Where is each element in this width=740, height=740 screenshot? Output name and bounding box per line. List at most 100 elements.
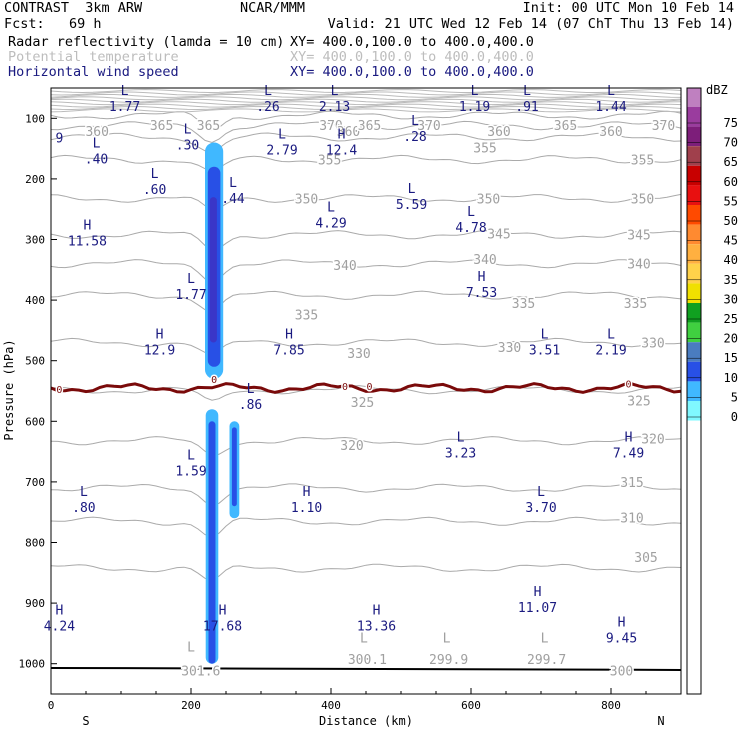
theta-extremum-marker: L — [541, 631, 549, 646]
wind-extremum-marker: L — [408, 182, 416, 197]
theta-contour-315 — [50, 483, 682, 507]
wind-extremum-marker: H — [534, 585, 542, 600]
wind-extremum-marker: H — [373, 603, 381, 618]
freezing-level-label: 0 — [56, 385, 62, 396]
theta-contour-upper — [50, 93, 682, 98]
valid-time: Valid: 21 UTC Wed 12 Feb 14 (07 ChT Thu … — [327, 16, 734, 32]
wind-extremum-value: 12.9 — [144, 344, 175, 359]
colorbar-label: 15 — [724, 351, 738, 365]
theta-label: 355 — [473, 141, 496, 156]
theta-label: 330 — [641, 337, 664, 352]
wind-extremum-marker: L — [411, 114, 419, 129]
colorbar-label: 20 — [724, 332, 738, 346]
wind-extremum-value: 3.70 — [525, 501, 556, 516]
theta-contour-365 — [50, 120, 682, 144]
wind-extremum-value: 1.10 — [291, 501, 322, 516]
wind-extremum-value: 17.68 — [203, 619, 242, 634]
x-end-label-south: S — [82, 714, 89, 728]
theta-label: 305 — [634, 551, 657, 566]
colorbar-swatch — [687, 401, 701, 421]
theta-label: 320 — [340, 439, 363, 454]
y-tick-label: 700 — [25, 476, 45, 489]
theta-label: 315 — [620, 476, 643, 491]
wind-extremum-marker: H — [55, 603, 63, 618]
theta-label: 370 — [319, 119, 342, 134]
theta-contour-upper — [50, 91, 682, 96]
wind-extremum-marker: L — [523, 84, 531, 99]
wind-extremum-marker: L — [467, 205, 475, 220]
x-end-label-north: N — [657, 714, 664, 728]
wind-extremum-marker: L — [471, 84, 479, 99]
theta-label: 330 — [347, 347, 370, 362]
theta-contour-370 — [50, 110, 682, 131]
wind-extremum-value: 1.44 — [595, 100, 626, 115]
theta-label: 350 — [631, 192, 654, 207]
init-time: Init: 00 UTC Mon 10 Feb 14 — [522, 0, 734, 16]
wind-extremum-value: 13.36 — [357, 619, 396, 634]
colorbar-swatch — [687, 342, 701, 362]
theta-label: 325 — [627, 395, 650, 410]
freezing-level-label: 0 — [342, 382, 348, 393]
colorbar-label: 75 — [724, 116, 738, 130]
colorbar-label: 60 — [724, 175, 738, 189]
wind-extremum-value: .28 — [403, 130, 426, 145]
theta-label: 355 — [631, 154, 654, 169]
colorbar-label: 10 — [724, 371, 738, 385]
wind-extremum-marker: L — [80, 485, 88, 500]
wind-extremum-value: 2.79 — [266, 144, 297, 159]
wind-extremum-value: .86 — [239, 398, 262, 413]
wind-extremum-value: 12.4 — [326, 144, 357, 159]
wind-extremum-marker: H — [478, 270, 486, 285]
wind-extremum-value: 4.24 — [44, 619, 75, 634]
institution-label: NCAR/MMM — [240, 0, 306, 16]
colorbar-label: 40 — [724, 253, 738, 267]
wind-extremum-value: 7.85 — [273, 344, 304, 359]
colorbar-swatch — [687, 361, 701, 382]
theta-label: 301.6 — [181, 664, 220, 679]
theta-contour-upper — [50, 96, 682, 101]
wind-extremum-marker: H — [303, 485, 311, 500]
wind-extremum-marker: L — [541, 328, 549, 343]
theta-label: 320 — [641, 432, 664, 447]
wind-extremum-value: 9.45 — [606, 631, 637, 646]
wind-extremum-value: 3.51 — [529, 344, 560, 359]
theta-label: 300 — [610, 664, 633, 679]
theta-label: 360 — [337, 125, 360, 140]
theta-label: 335 — [512, 297, 535, 312]
wind-extremum-marker: L — [327, 200, 335, 215]
terrain-line — [50, 666, 682, 671]
theta-label: 345 — [627, 229, 650, 244]
wind-extremum-marker: L — [607, 84, 615, 99]
wind-extremum-marker: L — [607, 328, 615, 343]
x-tick-label: 0 — [48, 699, 55, 712]
wind-extremum-value: 1.19 — [459, 100, 490, 115]
wind-extremum-value: 1.77 — [175, 288, 206, 303]
field-theta: Potential temperature — [8, 49, 179, 65]
wind-extremum-marker: H — [625, 431, 633, 446]
wind-extremum-value: 7.53 — [466, 286, 497, 301]
wind-extremum-marker: L — [278, 128, 286, 143]
freezing-level-label: 0 — [211, 375, 217, 386]
freezing-level-line — [50, 382, 682, 394]
colorbar-swatch — [687, 88, 701, 107]
theta-label: 350 — [295, 192, 318, 207]
colorbar-swatch — [687, 165, 701, 186]
theta-label: 355 — [318, 154, 341, 169]
wind-extremum-marker: L — [187, 272, 195, 287]
wind-extremum-value: .30 — [176, 139, 199, 154]
x-axis-label: Distance (km) — [319, 714, 413, 728]
colorbar-label: 35 — [724, 273, 738, 287]
colorbar-label: 65 — [724, 155, 738, 169]
wind-extremum-marker: H — [618, 615, 626, 630]
wind-speed-extrema: L1.77L.26L2.13L1.19L.91L1.449L.30L.28L.4… — [44, 84, 644, 646]
wind-extremum-value: 1.59 — [175, 465, 206, 480]
theta-contour-320 — [50, 436, 682, 456]
theta-label: 360 — [487, 125, 510, 140]
wind-extremum-marker: L — [537, 485, 545, 500]
wind-extremum-value: .44 — [221, 192, 245, 207]
y-tick-label: 400 — [25, 294, 45, 307]
colorbar-frame — [686, 87, 702, 695]
wind-extremum-value: .91 — [515, 100, 538, 115]
colorbar-swatch — [687, 381, 701, 401]
